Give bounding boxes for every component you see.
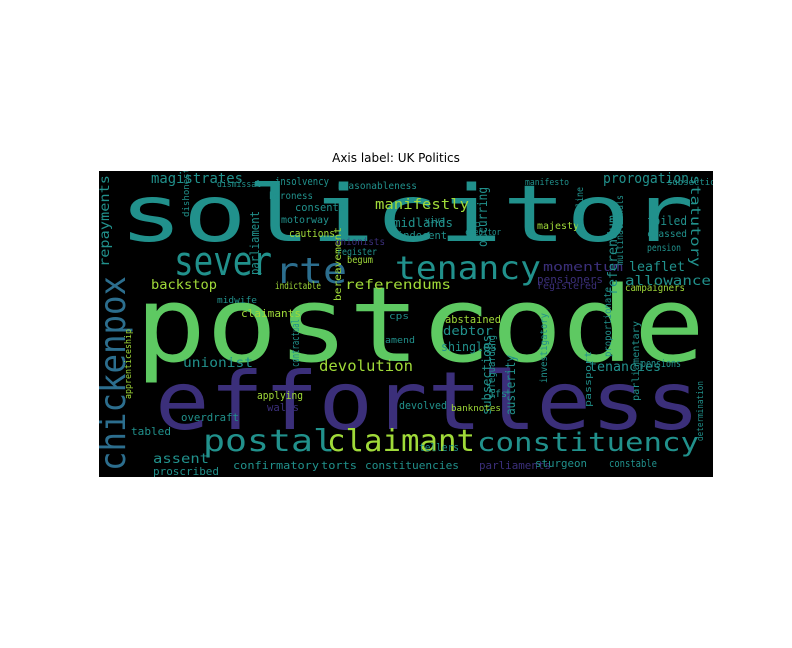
- cloud-word-apprenticeship: apprenticeship: [124, 329, 134, 399]
- cloud-word-magistrates: magistrates: [151, 171, 243, 187]
- cloud-word-assent: assent: [153, 452, 209, 467]
- cloud-word-postal: postal: [203, 424, 335, 459]
- cloud-word-wales: wales: [267, 401, 299, 414]
- cloud-word-unionist: unionist: [183, 356, 253, 371]
- cloud-word-devolved: devolved: [399, 399, 447, 412]
- cloud-word-safeguarding: safeguarding: [485, 335, 498, 399]
- cloud-word-referendums: referendums: [345, 278, 451, 293]
- cloud-word-indecent: indecent: [397, 229, 447, 242]
- cloud-word-constituencies: constituencies: [365, 459, 459, 472]
- cloud-word-amend: amend: [385, 336, 415, 346]
- cloud-word-backstop: backstop: [151, 278, 217, 293]
- cloud-word-cautions: cautions: [289, 227, 335, 240]
- cloud-word-creditor: creditor: [465, 228, 501, 238]
- cloud-word-allowance: allowance: [625, 274, 711, 289]
- cloud-word-confirmatory: confirmatory: [233, 459, 319, 472]
- cloud-word-proscribed: proscribed: [153, 465, 219, 477]
- cloud-word-determination: determination: [696, 381, 706, 441]
- cloud-word-repayments: repayments: [99, 175, 113, 267]
- cloud-word-claimant: claimant: [327, 424, 475, 459]
- cloud-word-leaflet: leaflet: [629, 260, 685, 275]
- cloud-word-passport: passport: [584, 351, 594, 407]
- cloud-word-parliament: parliament: [248, 211, 262, 275]
- cloud-word-torts: torts: [321, 459, 357, 472]
- cloud-word-subsection: subsection: [667, 178, 713, 188]
- cloud-word-rte: rte: [275, 251, 347, 292]
- cloud-word-debtor: debtor: [443, 324, 493, 338]
- cloud-word-constituency: constituency: [477, 428, 699, 458]
- cloud-word-dismissal: dismissal: [217, 180, 261, 190]
- cloud-word-pensions: pensions: [641, 357, 681, 370]
- cloud-word-solicitor: solicitor: [119, 171, 694, 260]
- cloud-word-campaigners: campaigners: [625, 283, 685, 294]
- cloud-word-austerity: austerity: [504, 355, 519, 415]
- cloud-word-tellers: tellers: [419, 441, 459, 454]
- cloud-word-manifestly: manifestly: [375, 197, 469, 213]
- cloud-background: [99, 171, 713, 477]
- cloud-word-viva: viva: [425, 216, 445, 226]
- cloud-word-indictable: indictable: [275, 281, 321, 292]
- cloud-word-applying: applying: [257, 389, 303, 402]
- cloud-word-pensioners: pensioners: [537, 273, 603, 286]
- cloud-word-ifs: ifs: [489, 389, 507, 400]
- cloud-word-shingles: shingles: [441, 340, 497, 354]
- chart-title: Axis label: UK Politics: [332, 151, 460, 165]
- cloud-word-consents: consents: [295, 201, 345, 214]
- cloud-word-banknotes: banknotes: [451, 404, 501, 414]
- cloud-word-unionists: unionists: [335, 237, 385, 248]
- cloud-word-foiled: foiled: [647, 214, 687, 228]
- cloud-word-bereavement: bereavement: [333, 227, 344, 301]
- cloud-word-subsections: subsections: [480, 335, 494, 415]
- cloud-word-tabled: tabled: [131, 425, 171, 438]
- cloud-word-multinationals: multinationals: [615, 195, 626, 265]
- cloud-word-pension: pension: [647, 243, 681, 254]
- cloud-word-midwife: midwife: [217, 296, 257, 306]
- cloud-word-referendum: referendum: [606, 215, 621, 295]
- cloud-word-majesty: majesty: [537, 221, 579, 232]
- cloud-word-registered: registered: [537, 281, 597, 292]
- cloud-word-chickenpox: chickenpox: [99, 276, 134, 471]
- cloud-word-helpline: helpline: [575, 187, 586, 227]
- cloud-word-overdraft: overdraft: [181, 411, 239, 424]
- cloud-word-manifesto: manifesto: [525, 178, 569, 188]
- cloud-word-motorway: motorway: [281, 215, 329, 226]
- cloud-word-tenancy: tenancy: [395, 249, 541, 287]
- cloud-word-parliaments: parliaments: [479, 459, 551, 472]
- cloud-word-register: register: [337, 247, 377, 258]
- cloud-word-abstained: abstained: [445, 313, 501, 326]
- cloud-word-baroness: baroness: [269, 191, 313, 202]
- cloud-word-proportionate: proportionate: [603, 287, 614, 357]
- cloud-word-prorogation: prorogation: [603, 171, 689, 187]
- word-cloud: solicitor postcode effortless sever rte tenan…: [99, 171, 713, 477]
- cloud-word-dishonestly: dishonestly: [182, 171, 192, 217]
- cloud-word-reasonableness: reasonableness: [337, 181, 417, 192]
- cloud-word-postcode: postcode: [135, 264, 705, 386]
- cloud-word-begum: begum: [347, 255, 373, 266]
- cloud-word-constable: constable: [609, 457, 657, 470]
- cloud-word-momentum: momentum: [543, 260, 623, 274]
- cloud-word-insolvency: insolvency: [275, 175, 329, 188]
- cloud-word-midlands: midlands: [393, 216, 453, 230]
- cloud-word-gp: gp: [467, 220, 481, 230]
- cloud-word-effortless: effortless: [155, 355, 700, 448]
- cloud-word-parliamentary: parliamentary: [631, 321, 642, 401]
- cloud-word-sever: sever: [174, 239, 272, 285]
- cloud-word-contractual: contractual: [289, 319, 302, 367]
- cloud-word-investigatory: investigatory: [539, 313, 550, 383]
- cloud-word-cps: cps: [389, 312, 409, 322]
- cloud-word-statutory: statutory: [687, 175, 702, 267]
- cloud-word-claimants: claimants: [241, 307, 301, 320]
- cloud-word-classed: classed: [647, 229, 687, 240]
- cloud-word-devolution: devolution: [319, 357, 413, 375]
- cloud-word-sturgeon: sturgeon: [535, 457, 587, 470]
- cloud-word-occurring: occurring: [476, 187, 491, 247]
- cloud-word-tenancies: tenancies: [589, 360, 661, 375]
